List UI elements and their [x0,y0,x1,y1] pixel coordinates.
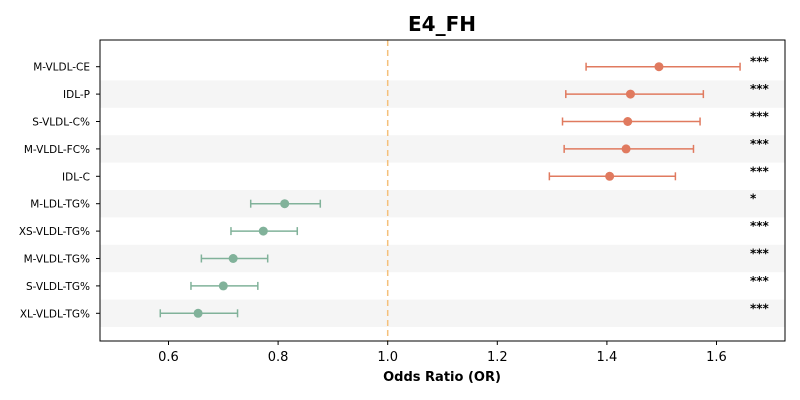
x-tick-label: 1.4 [597,350,618,365]
x-tick-label: 1.0 [377,350,398,365]
x-tick-label: 1.2 [487,350,508,365]
significance-label: *** [750,247,770,261]
or-point [654,62,664,72]
or-point [605,171,615,181]
or-point [621,144,631,154]
y-tick-label: S-VLDL-TG% [26,281,90,293]
y-tick-label: IDL-P [63,89,90,101]
y-tick-label: XL-VLDL-TG% [20,308,90,320]
chart-title: E4_FH [408,12,476,36]
y-tick-label: M-VLDL-CE [33,62,90,74]
significance-label: *** [750,55,770,69]
x-tick-label: 0.8 [268,350,289,365]
significance-label: *** [750,137,770,151]
significance-label: * [750,192,757,206]
significance-label: *** [750,164,770,178]
significance-label: *** [750,301,770,315]
marks-group: **************************** [159,55,770,318]
y-tick-label: M-VLDL-FC% [24,144,90,156]
x-tick-label: 0.6 [158,350,179,365]
y-tick-label: M-VLDL-TG% [24,254,90,266]
or-point [625,89,635,99]
row-shading-group [100,80,785,327]
or-point [280,199,290,209]
plot-frame [99,39,786,342]
or-point [623,117,633,126]
significance-label: *** [750,110,770,124]
y-axis: M-VLDL-CE IDL-P S-VLDL-C% M-VLDL-FC% IDL-C M-… [19,62,100,320]
or-point [193,308,203,318]
significance-label: *** [750,274,770,288]
y-tick-label: M-LDL-TG% [30,199,90,211]
or-point [228,254,238,263]
significance-label: *** [750,82,770,96]
y-tick-label: XS-VLDL-TG% [19,226,90,238]
x-tick-label: 1.6 [706,350,727,365]
or-point [218,281,228,291]
x-axis-label: Odds Ratio (OR) [383,370,501,385]
row-band [100,190,785,218]
y-tick-label: IDL-C [62,171,90,183]
significance-label: *** [750,219,770,233]
or-point [258,226,268,236]
y-tick-label: S-VLDL-C% [32,117,90,129]
x-axis: 0.6 0.8 1.0 1.2 1.4 1.6 [158,341,727,365]
